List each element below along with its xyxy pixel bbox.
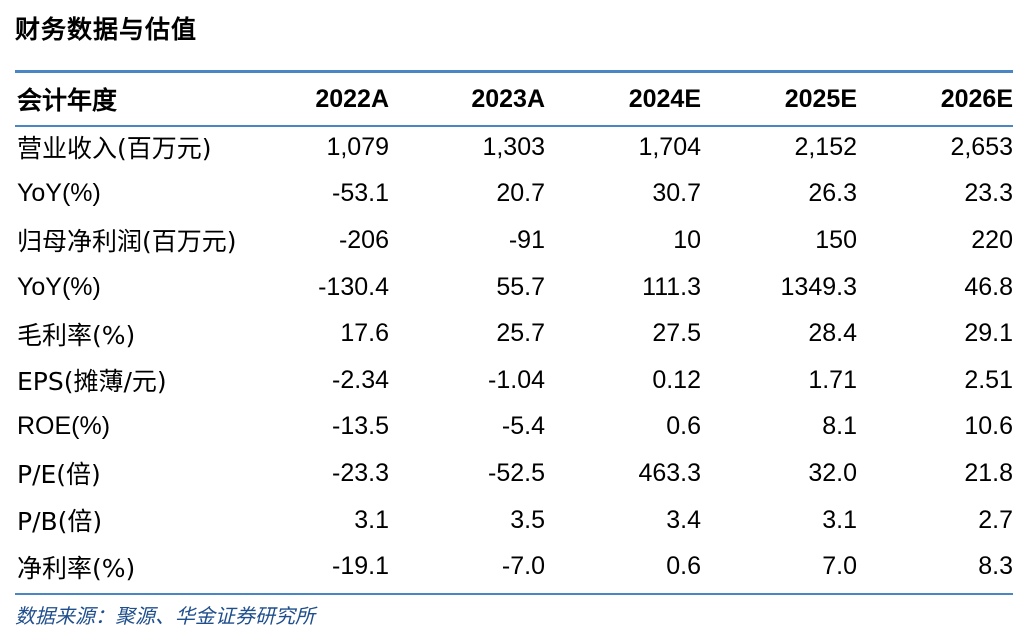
cell-value: -206 bbox=[338, 225, 389, 254]
cell-value: -23.3 bbox=[332, 458, 389, 487]
cell-value: -53.1 bbox=[332, 179, 389, 208]
header-label: 会计年度 bbox=[17, 86, 118, 115]
row-label: YoY(%) bbox=[17, 272, 101, 301]
cell-value: 8.3 bbox=[978, 552, 1013, 581]
cell-value: 8.1 bbox=[822, 412, 857, 441]
table-row: 毛利率(%) 17.6 25.7 27.5 28.4 29.1 bbox=[15, 310, 1013, 357]
cell-value: 1349.3 bbox=[780, 272, 857, 301]
top-rule bbox=[15, 70, 1013, 73]
table-title: 财务数据与估值 bbox=[15, 15, 198, 44]
cell-value: -7.0 bbox=[501, 552, 545, 581]
row-label: P/E(倍) bbox=[17, 460, 101, 490]
cell-value: 23.3 bbox=[964, 179, 1013, 208]
cell-value: 2,152 bbox=[794, 132, 857, 161]
header-year-2025E: 2025E bbox=[784, 84, 857, 113]
row-label: P/B(倍) bbox=[17, 507, 103, 537]
cell-value: 3.5 bbox=[510, 505, 545, 534]
table-row: 归母净利润(百万元) -206 -91 10 150 220 bbox=[15, 217, 1013, 264]
cell-value: 0.6 bbox=[666, 552, 701, 581]
cell-value: 1,079 bbox=[326, 132, 389, 161]
cell-value: 7.0 bbox=[822, 552, 857, 581]
cell-value: 3.4 bbox=[666, 505, 701, 534]
cell-value: 10.6 bbox=[964, 412, 1013, 441]
cell-value: -1.04 bbox=[488, 365, 545, 394]
cell-value: -13.5 bbox=[332, 412, 389, 441]
cell-value: 17.6 bbox=[340, 319, 389, 348]
row-label: 净利率(%) bbox=[17, 553, 136, 583]
row-label: EPS(摊薄/元) bbox=[17, 367, 167, 397]
cell-value: 463.3 bbox=[638, 458, 701, 487]
cell-value: 0.12 bbox=[652, 365, 701, 394]
cell-value: -2.34 bbox=[332, 365, 389, 394]
cell-value: 1.71 bbox=[808, 365, 857, 394]
cell-value: 111.3 bbox=[642, 272, 701, 301]
financial-table-header: 会计年度 2022A 2023A 2024E 2025E 2026E bbox=[15, 73, 1013, 125]
row-label: ROE(%) bbox=[17, 412, 111, 441]
header-rule bbox=[15, 125, 1013, 127]
table-row: EPS(摊薄/元) -2.34 -1.04 0.12 1.71 2.51 bbox=[15, 357, 1013, 404]
cell-value: 2.7 bbox=[978, 505, 1013, 534]
cell-value: -5.4 bbox=[501, 412, 545, 441]
cell-value: 46.8 bbox=[964, 272, 1013, 301]
table-row: 营业收入(百万元) 1,079 1,303 1,704 2,152 2,653 bbox=[15, 124, 1013, 171]
row-label: 归母净利润(百万元) bbox=[17, 227, 237, 257]
header-year-2023A: 2023A bbox=[471, 84, 545, 113]
row-label: 营业收入(百万元) bbox=[17, 134, 212, 164]
row-label: 毛利率(%) bbox=[17, 320, 136, 350]
cell-value: -19.1 bbox=[332, 552, 389, 581]
table-row: ROE(%) -13.5 -5.4 0.6 8.1 10.6 bbox=[15, 404, 1013, 451]
bottom-rule bbox=[15, 593, 1013, 595]
table-row: P/E(倍) -23.3 -52.5 463.3 32.0 21.8 bbox=[15, 450, 1013, 497]
cell-value: 10 bbox=[673, 225, 701, 254]
cell-value: 3.1 bbox=[354, 505, 389, 534]
cell-value: 1,303 bbox=[482, 132, 545, 161]
cell-value: 25.7 bbox=[496, 319, 545, 348]
table-row: 净利率(%) -19.1 -7.0 0.6 7.0 8.3 bbox=[15, 543, 1013, 590]
cell-value: -52.5 bbox=[488, 458, 545, 487]
cell-value: 21.8 bbox=[964, 458, 1013, 487]
cell-value: -130.4 bbox=[318, 272, 389, 301]
cell-value: 20.7 bbox=[496, 179, 545, 208]
table-row: YoY(%) -53.1 20.7 30.7 26.3 23.3 bbox=[15, 171, 1013, 218]
table-row: YoY(%) -130.4 55.7 111.3 1349.3 46.8 bbox=[15, 264, 1013, 311]
header-year-2026E: 2026E bbox=[940, 84, 1013, 113]
header-year-2024E: 2024E bbox=[628, 84, 701, 113]
financial-table-body: 营业收入(百万元) 1,079 1,303 1,704 2,152 2,653 … bbox=[15, 124, 1013, 590]
table-row: P/B(倍) 3.1 3.5 3.4 3.1 2.7 bbox=[15, 497, 1013, 544]
header-row: 会计年度 2022A 2023A 2024E 2025E 2026E bbox=[15, 73, 1013, 125]
cell-value: 28.4 bbox=[808, 319, 857, 348]
cell-value: 2,653 bbox=[950, 132, 1013, 161]
source-note: 数据来源：聚源、华金证券研究所 bbox=[15, 604, 315, 628]
cell-value: 29.1 bbox=[964, 319, 1013, 348]
cell-value: 220 bbox=[971, 225, 1013, 254]
cell-value: 32.0 bbox=[808, 458, 857, 487]
cell-value: 26.3 bbox=[808, 179, 857, 208]
row-label: YoY(%) bbox=[17, 179, 101, 208]
cell-value: 1,704 bbox=[638, 132, 701, 161]
cell-value: 30.7 bbox=[652, 179, 701, 208]
header-year-2022A: 2022A bbox=[315, 84, 389, 113]
cell-value: 27.5 bbox=[652, 319, 701, 348]
cell-value: 150 bbox=[815, 225, 857, 254]
cell-value: 0.6 bbox=[666, 412, 701, 441]
cell-value: 2.51 bbox=[964, 365, 1013, 394]
cell-value: 3.1 bbox=[822, 505, 857, 534]
cell-value: 55.7 bbox=[496, 272, 545, 301]
cell-value: -91 bbox=[508, 225, 545, 254]
